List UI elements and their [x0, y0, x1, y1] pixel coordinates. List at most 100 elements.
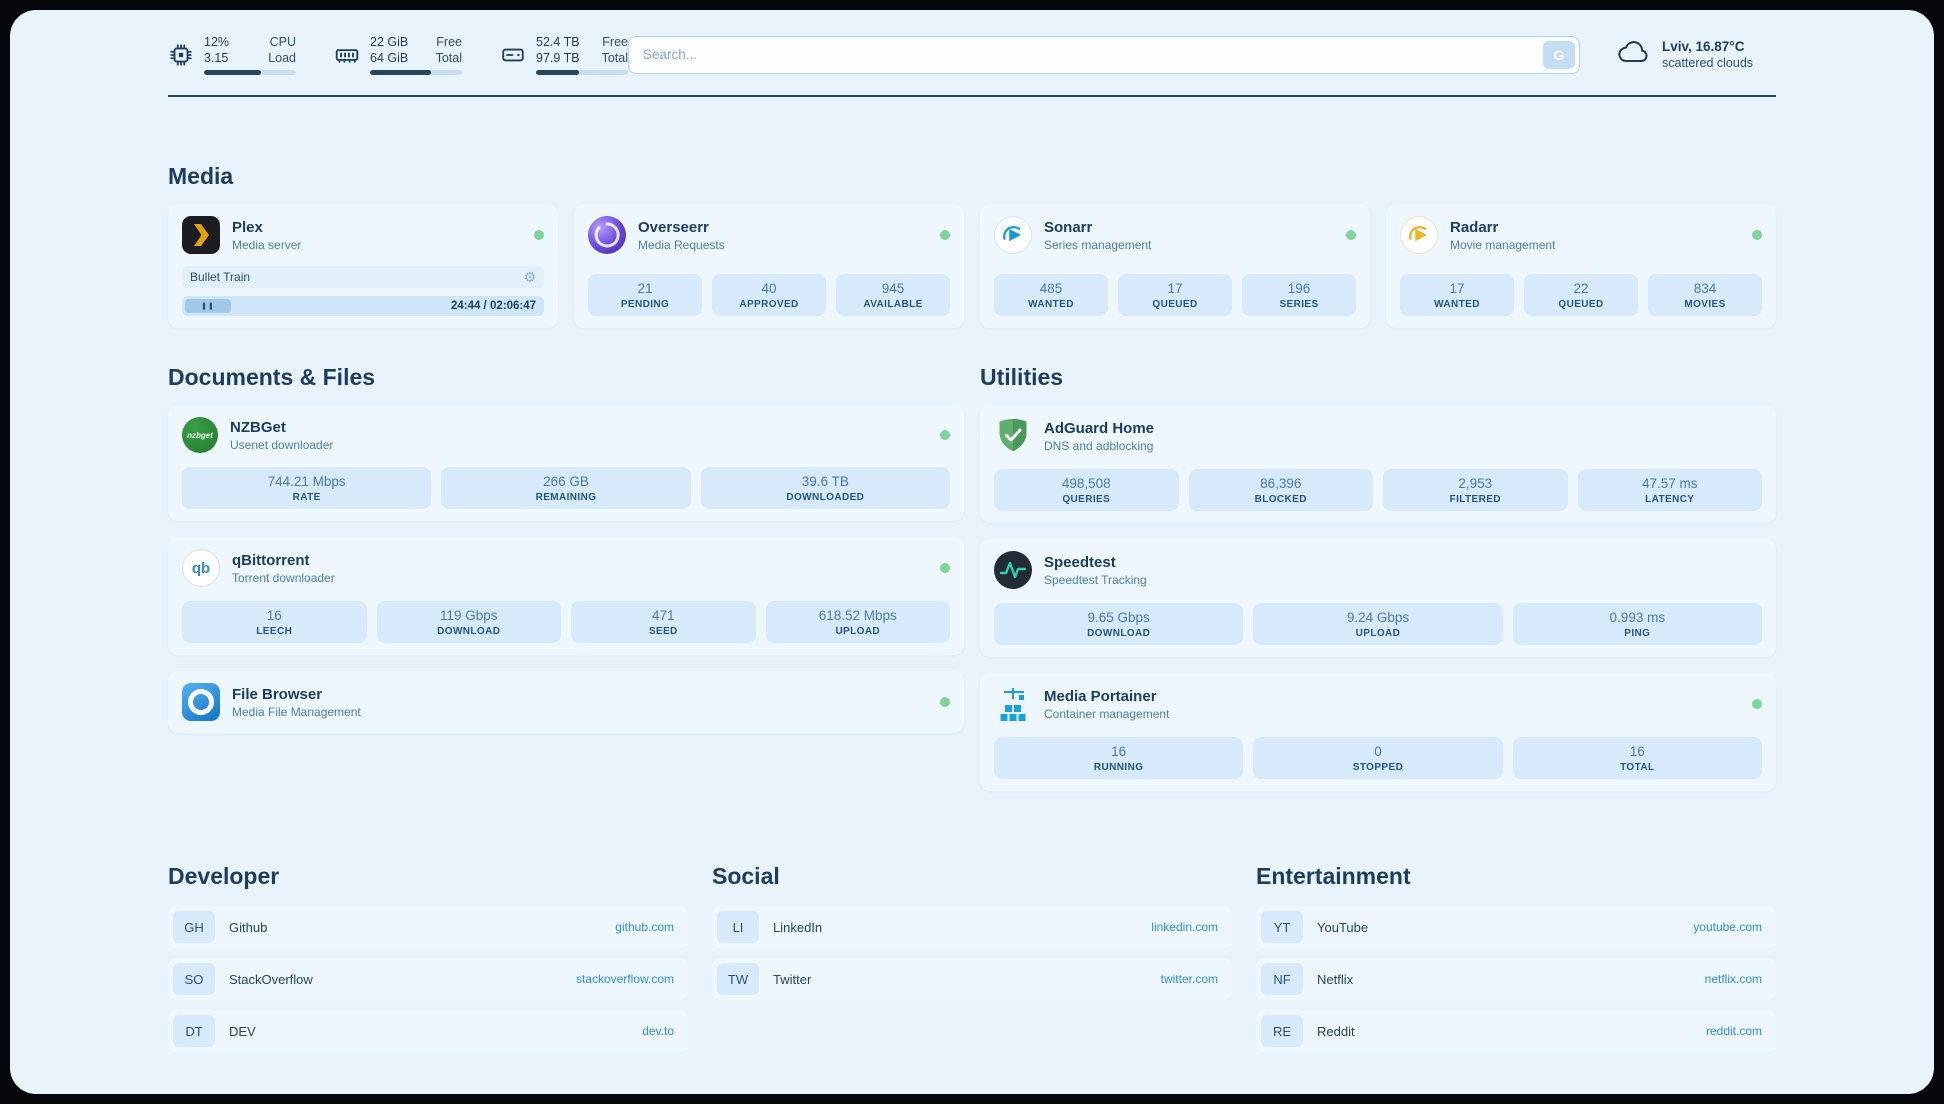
stat-value: 834 [1693, 281, 1717, 296]
stat: 618.52 Mbps UPLOAD [765, 601, 950, 643]
bookmark-abbr: TW [717, 963, 759, 995]
stat: 119 Gbps DOWNLOAD [376, 601, 561, 643]
stat-label: WANTED [1434, 299, 1480, 310]
stat-label: WANTED [1028, 299, 1074, 310]
service-desc: Usenet downloader [230, 437, 334, 452]
stat-label: DOWNLOADED [786, 492, 865, 503]
bookmark-reddit[interactable]: RE Reddit reddit.com [1256, 1010, 1776, 1052]
service-card-radarr[interactable]: Radarr Movie management 17 WANTED 22 QUE… [1386, 204, 1776, 328]
stat-value: 196 [1287, 281, 1311, 296]
cpu-usage-label: CPU [269, 35, 296, 49]
service-card-qbittorrent[interactable]: qb qBittorrent Torrent downloader 16 LEE… [168, 537, 964, 655]
memory-total-label: Total [435, 51, 462, 65]
stat-value: 16 [1629, 744, 1645, 759]
stat-value: 39.6 TB [801, 474, 849, 489]
stat: 21 PENDING [588, 274, 702, 316]
service-text: Plex Media server [232, 219, 522, 252]
status-dot [1346, 230, 1356, 240]
status-dot [940, 563, 950, 573]
bookmark-stackoverflow[interactable]: SO StackOverflow stackoverflow.com [168, 958, 688, 1000]
bookmark-url: github.com [615, 920, 674, 934]
card-head: qb qBittorrent Torrent downloader [182, 549, 950, 587]
playback-progress[interactable]: ❚❚ 24:44 / 02:06:47 [182, 296, 544, 316]
status-dot [940, 697, 950, 707]
stat-value: 17 [1167, 281, 1183, 296]
stat-label: AVAILABLE [863, 299, 923, 310]
bookmark-linkedin[interactable]: LI LinkedIn linkedin.com [712, 906, 1232, 948]
cpu-readout: 12% CPU 3.15 Load [204, 34, 296, 75]
stat-label: TOTAL [1620, 762, 1655, 773]
service-card-nzbget[interactable]: nzbget NZBGet Usenet downloader 744.21 M… [168, 405, 964, 521]
disk-free-value: 52.4 TB [536, 35, 580, 49]
stat-label: DOWNLOAD [437, 626, 501, 637]
search-input[interactable] [628, 35, 1580, 74]
disk-total-label: Total [601, 51, 628, 65]
service-card-adguard[interactable]: AdGuard Home DNS and adblocking 498,508 … [980, 405, 1776, 523]
bookmark-youtube[interactable]: YT YouTube youtube.com [1256, 906, 1776, 948]
stat: 266 GB REMAINING [441, 467, 691, 509]
bookmark-abbr: LI [717, 911, 759, 943]
stat: 0 STOPPED [1253, 737, 1503, 779]
service-card-plex[interactable]: Plex Media server Bullet Train ⚙ ❚❚ 24:4… [168, 204, 558, 328]
bookmark-url: youtube.com [1693, 920, 1762, 934]
service-desc: Movie management [1450, 237, 1556, 252]
service-card-overseerr[interactable]: Overseerr Media Requests 21 PENDING 40 A… [574, 204, 964, 328]
service-card-sonarr[interactable]: Sonarr Series management 485 WANTED 17 Q… [980, 204, 1370, 328]
stat-label: STOPPED [1352, 762, 1404, 773]
bookmark-abbr: GH [173, 911, 215, 943]
stat-label: PING [1624, 628, 1651, 639]
service-text: Overseerr Media Requests [638, 219, 928, 252]
qbittorrent-icon: qb [182, 549, 220, 587]
stat: 47.57 ms LATENCY [1577, 469, 1762, 511]
weather-location: Lviv, 16.87°C [1662, 39, 1745, 54]
stats-row: 498,508 QUERIES 86,396 BLOCKED 2,953 FIL… [994, 469, 1762, 511]
stat-label: QUEUED [1558, 299, 1604, 310]
cpu-widget: 12% CPU 3.15 Load [168, 34, 296, 75]
divider [168, 95, 1776, 97]
cpu-meter [204, 70, 296, 75]
service-desc: Series management [1044, 237, 1152, 252]
documents-column: Documents & Files nzbget NZBGet Usenet d… [168, 364, 964, 807]
card-head: Plex Media server [182, 216, 544, 254]
disk-meter-fill [536, 70, 580, 75]
bookmark-twitter[interactable]: TW Twitter twitter.com [712, 958, 1232, 1000]
memory-meter [370, 70, 462, 75]
status-dot [1752, 230, 1762, 240]
service-card-portainer[interactable]: Media Portainer Container management 16 … [980, 673, 1776, 791]
stat-value: 40 [761, 281, 777, 296]
stat: 16 RUNNING [994, 737, 1244, 779]
bookmark-name: Github [229, 919, 268, 935]
portainer-icon [994, 685, 1032, 723]
stat: 22 QUEUED [1524, 274, 1638, 316]
card-head: Overseerr Media Requests [588, 216, 950, 254]
service-text: AdGuard Home DNS and adblocking [1044, 420, 1762, 453]
bookmark-url: dev.to [642, 1024, 674, 1038]
now-playing-row: Bullet Train ⚙ [182, 266, 544, 288]
stat-value: 485 [1039, 281, 1063, 296]
stat-value: 17 [1449, 281, 1465, 296]
service-card-speedtest[interactable]: Speedtest Speedtest Tracking 9.65 Gbps D… [980, 539, 1776, 657]
card-head: Sonarr Series management [994, 216, 1356, 254]
bookmark-netflix[interactable]: NF Netflix netflix.com [1256, 958, 1776, 1000]
bookmark-dev[interactable]: DT DEV dev.to [168, 1010, 688, 1052]
service-text: File Browser Media File Management [232, 686, 928, 719]
stat-value: 618.52 Mbps [818, 608, 897, 623]
section-title-developer: Developer [168, 863, 280, 889]
card-head: Radarr Movie management [1400, 216, 1762, 254]
stat-value: 119 Gbps [439, 608, 498, 623]
bookmark-name: DEV [229, 1023, 256, 1039]
filebrowser-icon [182, 683, 220, 721]
search-provider-button[interactable]: G [1543, 40, 1575, 69]
section-title-social: Social [712, 863, 780, 889]
bookmark-github[interactable]: GH Github github.com [168, 906, 688, 948]
service-card-filebrowser[interactable]: File Browser Media File Management [168, 671, 964, 733]
stat-label: QUEUED [1152, 299, 1198, 310]
service-name: Media Portainer [1044, 687, 1157, 705]
gear-icon[interactable]: ⚙ [523, 269, 536, 285]
stat-value: 471 [651, 608, 675, 623]
service-text: NZBGet Usenet downloader [230, 419, 928, 452]
media-grid: Plex Media server Bullet Train ⚙ ❚❚ 24:4… [168, 204, 1776, 328]
bookmark-url: twitter.com [1160, 972, 1218, 986]
bookmark-name: Twitter [773, 971, 812, 987]
bookmarks-social: Social LI LinkedIn linkedin.com TW Twitt… [712, 863, 1232, 1062]
